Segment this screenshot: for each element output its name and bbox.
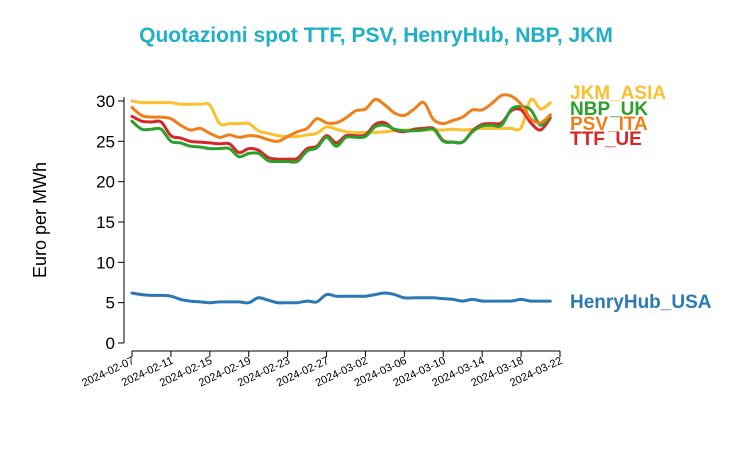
series-line-psv-ita [130,93,552,143]
legend-label-psv-ita: PSV_ITA [570,114,648,135]
chart-axes: 0510152025302024-02-072024-02-112024-02-… [80,92,564,390]
series-line-henryhub-usa [130,291,552,305]
legend-label-ttf-ue: TTF_UE [570,129,642,150]
y-axis-label: Euro per MWh [30,162,50,278]
y-tick-label: 20 [96,173,115,192]
y-tick-label: 0 [106,334,115,353]
series-line-jkm-asia [130,97,552,139]
legend-label-nbp-uk: NBP_UK [570,99,648,120]
chart-title: Quotazioni spot TTF, PSV, HenryHub, NBP,… [139,24,613,47]
series-line-nbp-uk [130,105,552,164]
legend-label-jkm-asia: JKM_ASIA [570,83,666,104]
legend-label-henryhub-usa: HenryHub_USA [570,292,712,313]
y-tick-label: 5 [106,294,115,313]
y-tick-label: 25 [96,132,115,151]
y-tick-label: 10 [96,253,115,272]
y-tick-label: 15 [96,213,115,232]
y-tick-label: 30 [96,92,115,111]
series-lines [130,93,552,305]
series-line-ttf-ue [130,107,552,161]
